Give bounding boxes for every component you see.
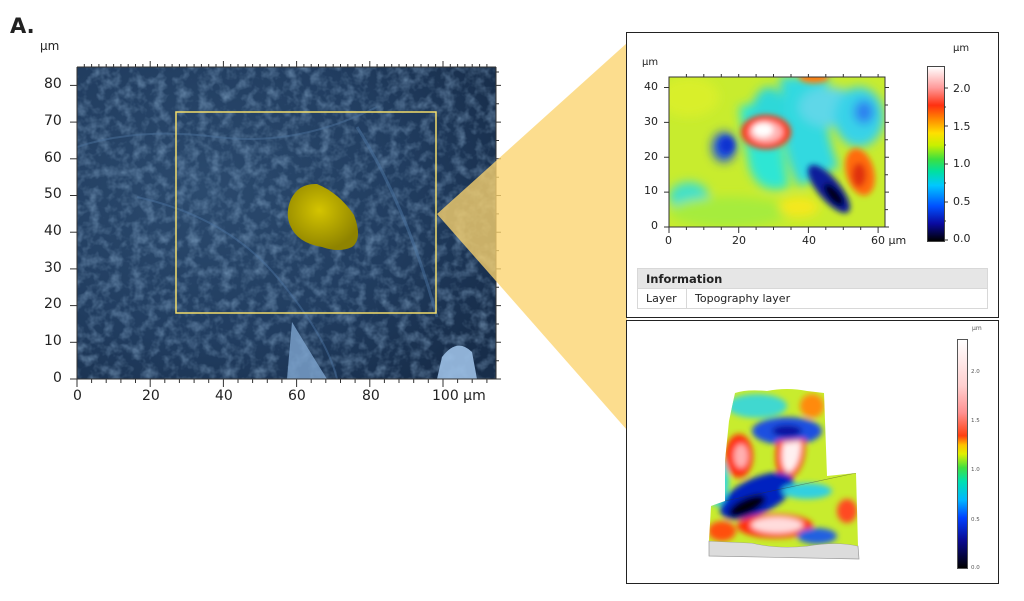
information-header: Information (637, 268, 988, 289)
heatmap-y-tick: 30 (644, 115, 658, 128)
colorbar-tick: 0.5 (953, 195, 971, 208)
sem-y-tick: 80 (44, 76, 62, 92)
sem-y-tick: 20 (44, 296, 62, 312)
colorbar (927, 66, 945, 242)
colorbar-tick: 0.0 (953, 232, 971, 245)
heatmap-y-tick: 0 (651, 219, 658, 232)
heatmap-y-unit: µm (642, 57, 659, 68)
sem-x-tick: 0 (73, 388, 82, 404)
heatmap-x-tick: 40 (802, 234, 816, 247)
colorbar-3d-unit: µm (972, 325, 982, 332)
heatmap-2d-panel: µm µm (626, 32, 999, 318)
sem-y-tick: 40 (44, 223, 62, 239)
colorbar-3d (957, 339, 968, 569)
heatmap-y-tick: 20 (644, 150, 658, 163)
sem-image-panel: µm (0, 0, 520, 420)
information-table: Information Layer Topography layer (637, 268, 988, 309)
heatmap-x-tick: 0 (665, 234, 672, 247)
colorbar-3d-tick: 1.0 (971, 467, 980, 473)
sem-x-tick: 100 µm (432, 388, 486, 404)
sem-x-tick: 80 (362, 388, 380, 404)
colorbar-unit: µm (953, 43, 970, 54)
sem-y-tick: 60 (44, 150, 62, 166)
heatmap-x-tick: 60 µm (871, 234, 907, 247)
topography-3d-surface (708, 389, 860, 560)
colorbar-3d-tick: 0.5 (971, 517, 980, 523)
colorbar-tick: 1.0 (953, 157, 971, 170)
topography-heatmap (669, 77, 885, 227)
sem-y-tick: 70 (44, 113, 62, 129)
sem-x-tick: 60 (288, 388, 306, 404)
colorbar-3d-tick: 1.5 (971, 418, 980, 424)
info-value-layer: Topography layer (686, 288, 988, 309)
info-key-layer: Layer (637, 288, 687, 309)
sem-x-tick: 20 (142, 388, 160, 404)
sem-y-tick: 30 (44, 260, 62, 276)
colorbar-tick: 2.0 (953, 82, 971, 95)
view-3d-panel: µm 2.0 1.5 1.0 0.5 0.0 (626, 320, 999, 584)
heatmap-x-tick: 20 (732, 234, 746, 247)
sem-axes (70, 61, 501, 387)
sem-y-tick: 10 (44, 333, 62, 349)
sem-y-tick: 50 (44, 186, 62, 202)
sem-image (77, 67, 496, 379)
sem-x-tick: 40 (215, 388, 233, 404)
heatmap-axes (664, 74, 889, 233)
colorbar-3d-tick: 2.0 (971, 369, 980, 375)
heatmap-y-tick: 10 (644, 184, 658, 197)
panel-label: A. (10, 14, 35, 38)
colorbar-tick: 1.5 (953, 120, 971, 133)
sem-y-unit: µm (40, 39, 60, 53)
heatmap-y-tick: 40 (644, 80, 658, 93)
colorbar-ticks (944, 87, 948, 241)
sem-y-tick: 0 (53, 370, 62, 386)
colorbar-3d-tick: 0.0 (971, 565, 980, 571)
